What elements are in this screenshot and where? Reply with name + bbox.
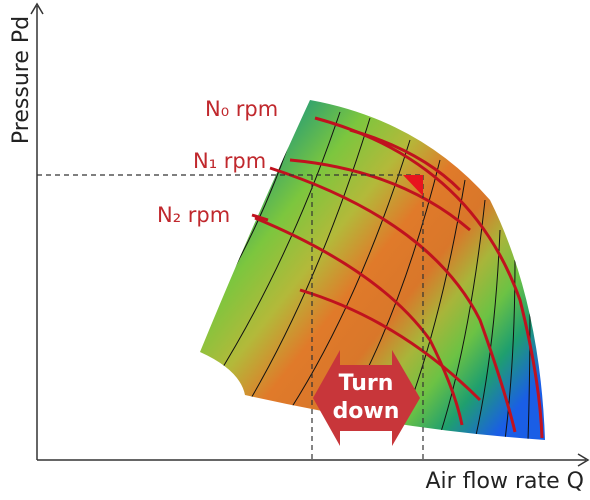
operating-point <box>403 175 423 196</box>
speed-label: N₀ rpm <box>205 97 278 121</box>
speed-label: N₂ rpm <box>157 203 230 227</box>
turndown-text: Turn <box>339 371 394 396</box>
axes <box>30 2 590 467</box>
x-axis-label: Air flow rate Q <box>425 469 584 494</box>
y-axis-label: Pressure Pd <box>9 16 34 144</box>
iso-lines <box>200 109 531 440</box>
speed-label: N₁ rpm <box>193 149 266 173</box>
turndown-arrow <box>313 350 420 446</box>
leader <box>251 213 269 222</box>
guides <box>37 174 424 460</box>
turndown-text: down <box>333 399 400 424</box>
speed-curves <box>254 116 544 439</box>
map-region <box>200 100 545 440</box>
